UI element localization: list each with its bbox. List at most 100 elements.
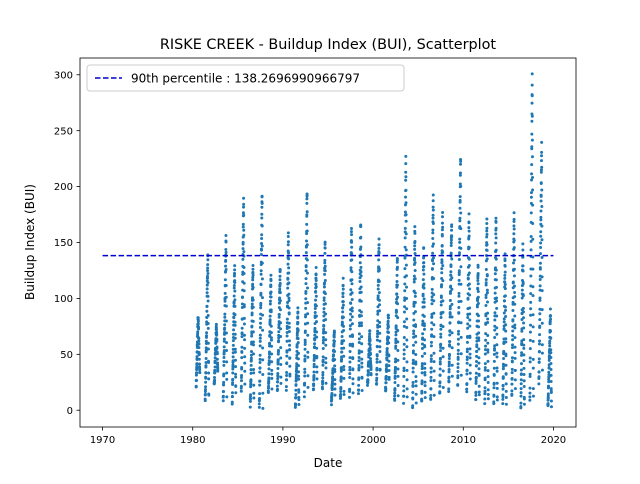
scatter-point bbox=[486, 397, 490, 401]
scatter-point bbox=[441, 250, 445, 254]
scatter-point bbox=[512, 227, 516, 231]
scatter-point bbox=[286, 235, 290, 239]
scatter-point bbox=[412, 343, 416, 347]
scatter-point bbox=[276, 388, 279, 392]
scatter-point bbox=[440, 260, 444, 264]
scatter-point bbox=[403, 282, 407, 286]
scatter-point bbox=[411, 361, 415, 365]
scatter-point bbox=[375, 379, 379, 383]
scatter-point bbox=[216, 369, 220, 373]
scatter-point bbox=[396, 374, 400, 378]
scatter-point bbox=[540, 204, 544, 208]
scatter-point bbox=[539, 241, 543, 245]
scatter-point bbox=[421, 332, 425, 336]
scatter-point bbox=[251, 267, 255, 271]
scatter-point bbox=[447, 380, 451, 384]
scatter-point bbox=[378, 367, 382, 371]
scatter-point bbox=[468, 347, 472, 351]
scatter-point bbox=[403, 267, 407, 271]
scatter-point bbox=[420, 364, 424, 368]
scatter-point bbox=[522, 321, 526, 325]
scatter-point bbox=[432, 393, 436, 397]
scatter-point bbox=[529, 211, 533, 215]
scatter-point bbox=[348, 350, 352, 354]
scatter-point bbox=[420, 399, 424, 403]
scatter-point bbox=[207, 393, 211, 397]
scatter-point bbox=[287, 292, 291, 296]
scatter-point bbox=[447, 357, 451, 361]
scatter-point bbox=[457, 257, 461, 261]
scatter-point bbox=[360, 389, 364, 393]
scatter-point bbox=[350, 282, 354, 286]
scatter-point bbox=[368, 339, 372, 343]
scatter-point bbox=[540, 308, 544, 312]
scatter-point bbox=[342, 339, 346, 343]
scatter-point bbox=[411, 358, 415, 362]
scatter-point bbox=[240, 365, 244, 369]
scatter-point bbox=[251, 305, 255, 309]
scatter-point bbox=[269, 290, 273, 294]
scatter-point bbox=[242, 289, 246, 293]
scatter-point bbox=[529, 239, 533, 243]
scatter-point bbox=[450, 228, 454, 232]
scatter-point bbox=[261, 313, 265, 317]
scatter-point bbox=[414, 375, 418, 379]
scatter-point bbox=[512, 232, 516, 236]
scatter-point bbox=[432, 351, 436, 355]
scatter-point bbox=[519, 372, 523, 376]
scatter-point bbox=[351, 377, 355, 381]
scatter-point bbox=[306, 312, 310, 316]
scatter-point bbox=[466, 335, 470, 338]
scatter-point bbox=[378, 321, 382, 325]
scatter-point bbox=[531, 237, 535, 241]
scatter-point bbox=[322, 281, 326, 285]
scatter-point bbox=[450, 302, 454, 306]
scatter-point bbox=[268, 341, 272, 345]
scatter-point bbox=[260, 201, 264, 205]
scatter-point bbox=[431, 228, 435, 232]
scatter-point bbox=[258, 333, 262, 337]
scatter-point bbox=[333, 382, 337, 386]
scatter-point bbox=[467, 226, 471, 230]
scatter-point bbox=[357, 332, 361, 336]
scatter-point bbox=[277, 330, 281, 334]
scatter-point bbox=[476, 282, 480, 286]
scatter-point bbox=[249, 378, 253, 382]
scatter-point bbox=[296, 336, 300, 340]
scatter-point bbox=[340, 357, 344, 361]
scatter-point bbox=[314, 298, 318, 302]
scatter-point bbox=[495, 343, 499, 347]
scatter-point bbox=[360, 324, 364, 328]
scatter-point bbox=[213, 365, 217, 369]
scatter-point bbox=[429, 393, 433, 397]
scatter-point bbox=[312, 355, 316, 359]
scatter-point bbox=[306, 301, 310, 305]
scatter-point bbox=[493, 318, 497, 322]
scatter-point bbox=[429, 370, 433, 374]
scatter-point bbox=[492, 366, 496, 370]
scatter-point bbox=[405, 378, 409, 382]
scatter-point bbox=[377, 279, 381, 283]
scatter-point bbox=[449, 290, 452, 294]
scatter-point bbox=[204, 385, 208, 389]
scatter-point bbox=[305, 239, 309, 243]
scatter-point bbox=[384, 387, 388, 391]
scatter-point bbox=[548, 322, 552, 326]
scatter-point bbox=[287, 296, 291, 300]
scatter-point bbox=[350, 315, 354, 319]
scatter-point bbox=[432, 360, 436, 364]
scatter-point bbox=[513, 387, 517, 391]
scatter-point bbox=[501, 395, 505, 399]
scatter-point bbox=[313, 306, 317, 310]
scatter-point bbox=[321, 358, 325, 362]
scatter-point bbox=[511, 343, 515, 347]
scatter-point bbox=[205, 283, 209, 287]
scatter-point bbox=[467, 271, 471, 275]
scatter-point bbox=[387, 354, 391, 358]
scatter-point bbox=[495, 395, 499, 399]
scatter-point bbox=[233, 272, 237, 276]
scatter-point bbox=[402, 324, 406, 328]
scatter-point bbox=[306, 374, 310, 378]
x-tick-label: 1980 bbox=[180, 435, 205, 446]
scatter-point bbox=[332, 333, 336, 337]
